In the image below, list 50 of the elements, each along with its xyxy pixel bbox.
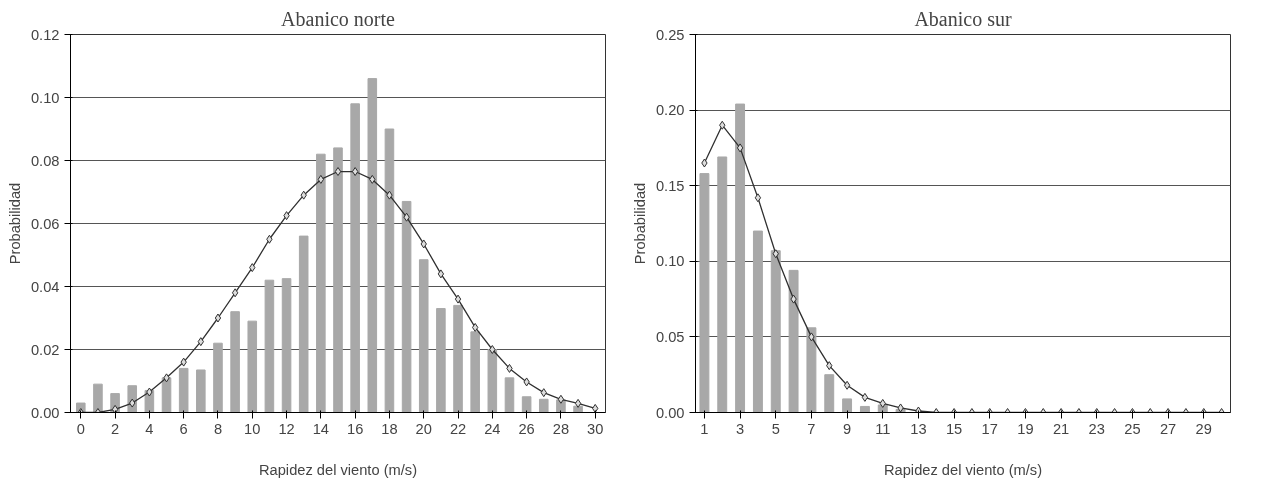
x-axis-title: Rapidez del viento (m/s) bbox=[258, 461, 418, 478]
y-tick-label: 0.00 bbox=[655, 404, 685, 421]
x-tick-label: 22 bbox=[449, 420, 467, 437]
x-tick-label: 21 bbox=[1052, 420, 1070, 437]
x-tick-label: 10 bbox=[244, 420, 261, 437]
x-tick-label: 1 bbox=[700, 420, 709, 437]
x-tick-label: 3 bbox=[736, 420, 745, 437]
y-tick-label: 0.08 bbox=[30, 152, 60, 169]
y-tick-label: 0.00 bbox=[30, 404, 60, 421]
x-tick-label: 9 bbox=[843, 420, 852, 437]
chart-title: Abanico norte bbox=[281, 7, 396, 30]
x-tick-label: 29 bbox=[1195, 420, 1212, 437]
y-tick-label: 0.10 bbox=[30, 89, 60, 106]
x-tick-label: 12 bbox=[278, 420, 295, 437]
x-tick-label: 14 bbox=[312, 420, 330, 437]
x-tick-label: 6 bbox=[179, 420, 188, 437]
y-axis-title: Probabilidad bbox=[6, 182, 23, 265]
y-tick-label: 0.12 bbox=[30, 26, 60, 43]
y-tick-label: 0.20 bbox=[655, 102, 685, 119]
y-tick-label: 0.02 bbox=[30, 341, 60, 358]
x-tick-label: 0 bbox=[76, 420, 85, 437]
x-tick-label: 11 bbox=[875, 420, 891, 437]
x-tick-label: 7 bbox=[807, 420, 816, 437]
x-tick-label: 15 bbox=[945, 420, 963, 437]
x-tick-label: 16 bbox=[347, 420, 364, 437]
x-tick-label: 23 bbox=[1088, 420, 1105, 437]
x-tick-label: 8 bbox=[213, 420, 223, 437]
x-tick-label: 27 bbox=[1159, 420, 1177, 437]
x-axis-title: Rapidez del viento (m/s) bbox=[883, 461, 1043, 478]
y-tick-label: 0.04 bbox=[30, 278, 60, 295]
y-tick-label: 0.06 bbox=[30, 215, 60, 232]
y-tick-label: 0.25 bbox=[655, 26, 685, 43]
x-tick-label: 18 bbox=[381, 420, 398, 437]
x-tick-label: 25 bbox=[1124, 420, 1141, 437]
x-tick-label: 5 bbox=[771, 420, 780, 437]
y-tick-label: 0.10 bbox=[655, 253, 685, 270]
x-tick-label: 19 bbox=[1017, 420, 1034, 437]
y-tick-label: 0.05 bbox=[655, 328, 685, 345]
x-tick-label: 26 bbox=[518, 420, 535, 437]
y-tick-label: 0.15 bbox=[655, 177, 685, 194]
x-tick-label: 17 bbox=[981, 420, 998, 437]
x-tick-label: 20 bbox=[415, 420, 432, 437]
y-axis-title: Probabilidad bbox=[631, 182, 648, 265]
x-tick-label: 4 bbox=[145, 420, 154, 437]
x-tick-label: 24 bbox=[484, 420, 501, 437]
x-tick-label: 30 bbox=[587, 420, 604, 437]
x-tick-label: 2 bbox=[111, 420, 120, 437]
x-tick-label: 28 bbox=[552, 420, 570, 437]
x-tick-label: 13 bbox=[910, 420, 927, 437]
chart-title: Abanico sur bbox=[914, 7, 1012, 30]
